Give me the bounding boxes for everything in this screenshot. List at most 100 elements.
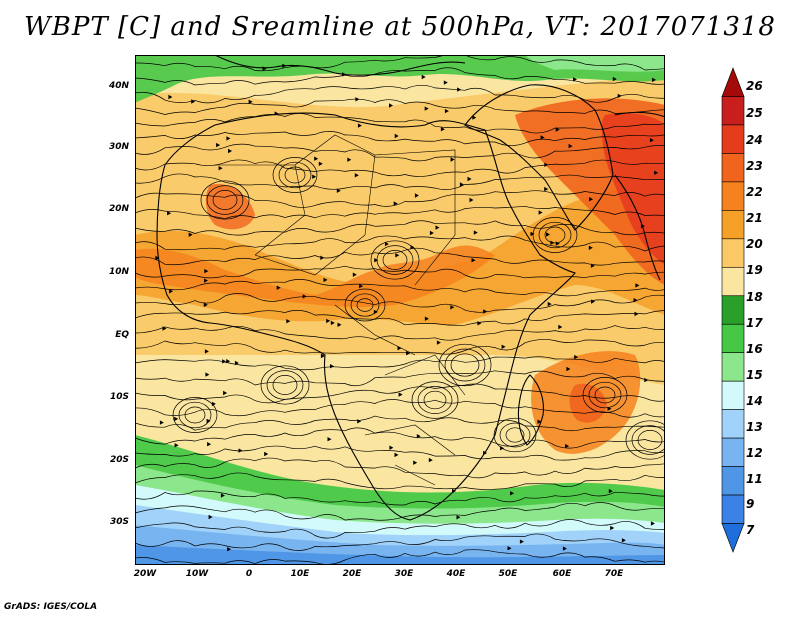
colorbar-boxes: [721, 67, 745, 553]
streamline-eddy: [588, 381, 622, 409]
colorbar-label: 9: [746, 497, 755, 511]
lon-label-0: 0: [245, 569, 253, 579]
streamline: [135, 549, 665, 565]
streamline-arrowhead: [359, 283, 364, 289]
streamline-arrowhead: [206, 418, 211, 424]
streamline-arrowhead: [566, 366, 571, 372]
lat-label-20n: 20N: [108, 204, 129, 214]
colorbar-swatch: [721, 466, 745, 496]
streamline-arrowhead: [211, 401, 216, 407]
colorbar-label: 12: [746, 446, 763, 460]
coastlines: [156, 55, 665, 521]
lon-label-30e: 30E: [394, 569, 414, 579]
streamline-arrowhead: [320, 255, 325, 260]
streamline-arrowhead: [314, 156, 319, 161]
colorbar-label: 18: [746, 290, 763, 304]
streamline-eddy: [260, 365, 310, 405]
streamline-arrowhead: [337, 322, 342, 327]
streamline-arrowhead: [394, 452, 399, 458]
streamline-arrowhead: [395, 253, 400, 258]
streamline: [135, 445, 665, 461]
streamline-arrowhead: [227, 547, 232, 552]
streamline-arrowhead: [226, 359, 231, 364]
streamline-arrowhead: [558, 324, 563, 330]
colorbar-label: 13: [746, 420, 763, 434]
streamline-arrowhead: [450, 305, 455, 310]
streamline-arrowhead: [617, 93, 622, 99]
streamline-arrowhead: [459, 182, 464, 187]
streamline-arrowhead: [188, 232, 193, 237]
europe-coast: [214, 55, 466, 76]
streamline-arrowhead: [573, 77, 577, 82]
country-borders: [215, 134, 466, 486]
streamline-arrowhead: [472, 115, 477, 120]
colorbar-swatch: [721, 181, 745, 211]
colorbar-swatch: [721, 67, 745, 97]
streamline-arrowhead: [507, 546, 512, 551]
streamline-eddy: [178, 401, 212, 429]
madagascar-outline: [517, 374, 544, 446]
streamline: [135, 502, 665, 521]
colorbar-swatch: [721, 323, 745, 354]
streamline: [135, 293, 665, 313]
colorbar-swatch: [721, 210, 745, 240]
streamline-arrowhead: [394, 133, 399, 139]
streamline-arrowhead: [218, 166, 223, 171]
streamline-arrowhead: [547, 301, 552, 307]
streamline-arrowhead: [223, 390, 228, 396]
streamline-arrowhead: [589, 197, 594, 202]
streamline-arrowhead: [650, 521, 655, 526]
streamline-eddy: [411, 381, 459, 419]
streamline-arrowhead: [440, 127, 445, 132]
streamline-arrowhead: [384, 241, 389, 247]
streamline-arrowhead: [467, 176, 472, 182]
streamline-arrowhead: [204, 349, 209, 354]
colorbar-label: 14: [746, 394, 763, 408]
streamline: [135, 220, 665, 236]
streamline-arrowhead: [174, 443, 179, 448]
streamline-arrowhead: [469, 197, 474, 203]
streamline: [135, 67, 665, 86]
streamline-arrowhead: [457, 87, 462, 92]
streamline-arrowhead: [435, 225, 440, 230]
streamline: [135, 399, 665, 418]
colorbar-swatch: [721, 153, 745, 183]
streamline-arrowhead: [530, 231, 535, 237]
india-outline: [614, 111, 665, 281]
streamline-arrowhead: [471, 258, 476, 263]
streamline-arrowhead: [228, 148, 232, 154]
streamline-arrowhead: [456, 515, 461, 520]
streamline-arrowhead: [374, 258, 379, 263]
streamline: [135, 356, 665, 371]
streamline: [135, 325, 665, 341]
streamline-eddy: [382, 250, 408, 270]
streamline-eddy: [450, 353, 480, 377]
colorbar-swatch: [721, 266, 745, 297]
grads-credit: GrADS: IGES/COLA: [4, 602, 98, 612]
streamline-arrowhead: [174, 416, 179, 422]
streamline-arrowhead: [649, 138, 654, 143]
lat-label-30n: 30N: [108, 142, 129, 152]
lon-label-20w: 20W: [133, 569, 157, 579]
streamline: [135, 205, 665, 220]
streamline: [135, 370, 665, 387]
streamline-arrowhead: [302, 294, 307, 299]
streamline-arrowhead: [320, 353, 325, 359]
streamline-arrowhead: [443, 80, 448, 85]
streamline-arrowhead: [389, 445, 394, 450]
streamline-arrowhead: [562, 546, 567, 551]
streamline-arrowhead: [519, 539, 524, 544]
streamline: [135, 339, 665, 355]
streamline-eddy: [538, 221, 572, 249]
streamline-eddy: [594, 386, 616, 404]
streamline-eddy: [438, 343, 492, 387]
field-22c-africa: [135, 245, 495, 308]
streamline-eddy: [637, 430, 663, 450]
field-24c-asia: [601, 113, 665, 265]
lat-label-30s: 30S: [109, 517, 129, 527]
streamline-arrowhead: [590, 263, 595, 268]
colorbar-swatch: [721, 494, 745, 524]
field-17c-north: [135, 55, 665, 103]
streamline-arrowhead: [238, 448, 243, 453]
streamline-arrowhead: [222, 359, 227, 364]
